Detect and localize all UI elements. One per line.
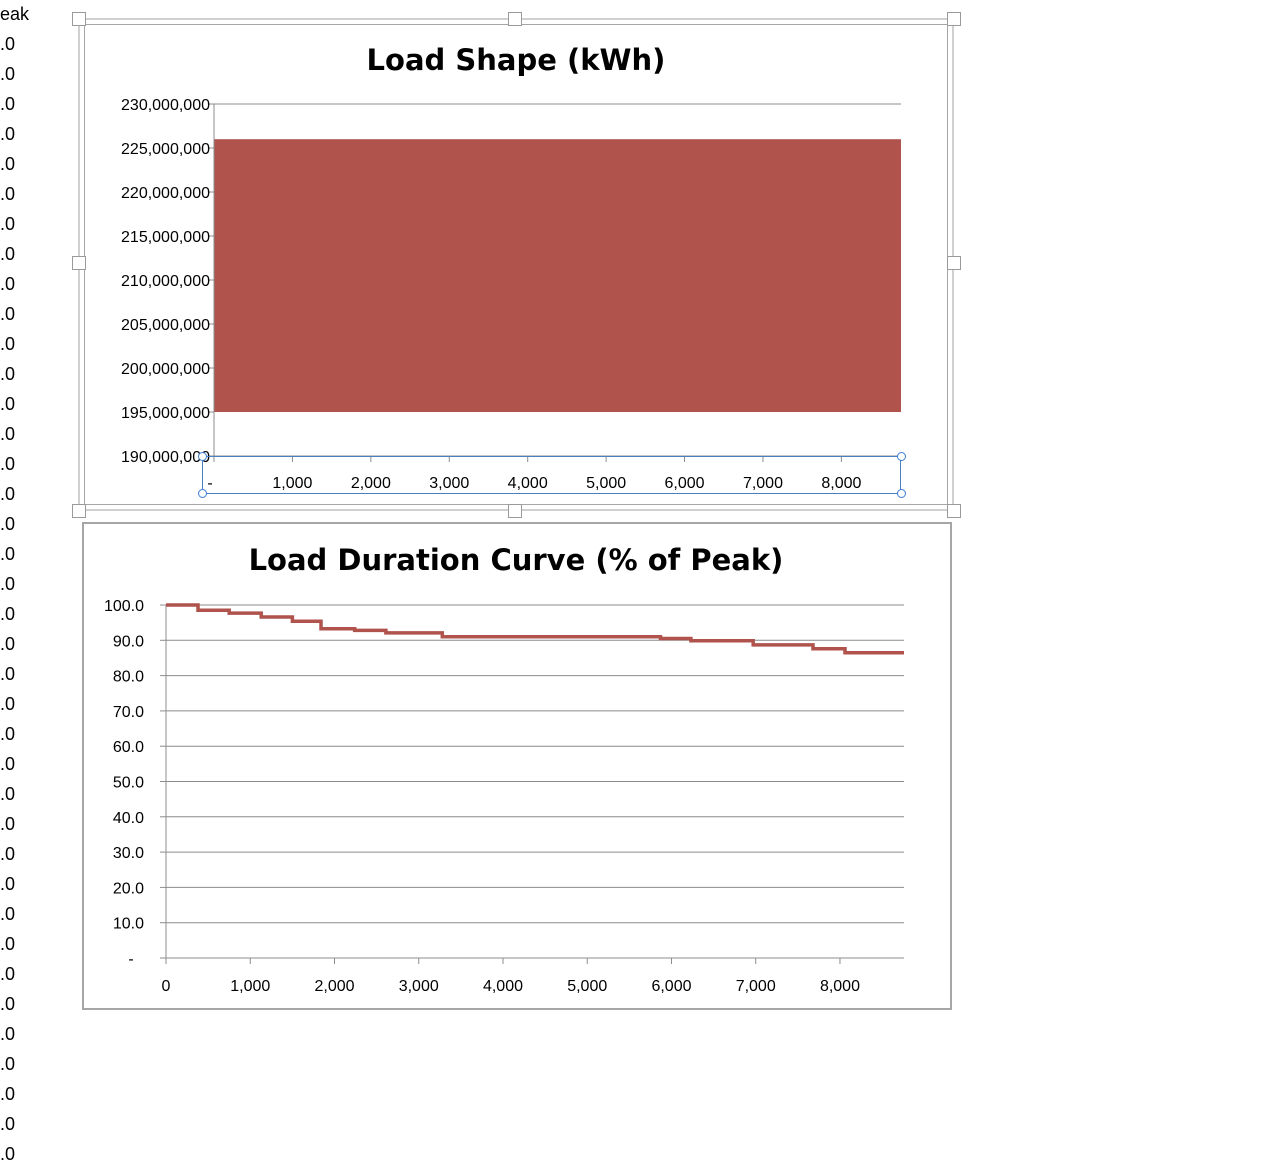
sheet-cell[interactable]: .0	[0, 1114, 16, 1134]
sheet-cell[interactable]: .0	[0, 1144, 16, 1164]
y-tick-label: 215,000,000	[121, 229, 210, 246]
chart-title: Load Duration Curve (% of Peak)	[249, 543, 784, 577]
sheet-cell[interactable]: .0	[0, 154, 16, 174]
resize-handle-top[interactable]	[508, 12, 522, 26]
sheet-cell[interactable]: .0	[0, 754, 16, 774]
x-tick-label: 8,000	[821, 475, 861, 492]
sheet-cell[interactable]: .0	[0, 94, 16, 114]
x-tick-label: 6,000	[665, 475, 705, 492]
load-series-area[interactable]	[214, 139, 901, 412]
sheet-cell[interactable]: .0	[0, 1024, 16, 1044]
sheet-cell[interactable]: .0	[0, 694, 16, 714]
sheet-cell[interactable]: .0	[0, 814, 16, 834]
sheet-cell[interactable]: .0	[0, 484, 16, 504]
sheet-cell[interactable]: .0	[0, 634, 16, 654]
sheet-cell[interactable]: .0	[0, 424, 16, 444]
y-tick-label: -	[128, 951, 133, 968]
sheet-cell[interactable]: .0	[0, 934, 16, 954]
y-tick-label: 20.0	[113, 880, 144, 897]
resize-handle-right[interactable]	[947, 256, 961, 270]
sheet-cell[interactable]: .0	[0, 364, 16, 384]
y-tick-label: 40.0	[113, 810, 144, 827]
sheet-cell[interactable]: .0	[0, 184, 16, 204]
load-shape-plot[interactable]: Load Shape (kWh) 190,000,000 195,000,000 2…	[121, 43, 901, 492]
resize-handle-bottom-left[interactable]	[72, 504, 86, 518]
y-tick-label: 70.0	[113, 704, 144, 721]
load-duration-chart[interactable]	[82, 522, 952, 1010]
x-tick-label: 5,000	[567, 978, 607, 995]
spreadsheet-column: eak .0 .0 .0 .0 .0 .0 .0 .0 .0 .0 .0 .0 .0 .0 .0 .0 .0 .0…	[0, 0, 40, 1164]
sheet-cell[interactable]: .0	[0, 1054, 16, 1074]
sheet-cell[interactable]: .0	[0, 544, 16, 564]
x-tick-label: 2,000	[351, 475, 391, 492]
x-axis-selection-box[interactable]	[202, 456, 901, 494]
sheet-cell[interactable]: .0	[0, 334, 16, 354]
y-tick-label: 60.0	[113, 739, 144, 756]
sheet-cell[interactable]: .0	[0, 244, 16, 264]
resize-handle-bottom[interactable]	[508, 504, 522, 518]
load-duration-plot[interactable]: Load Duration Curve (% of Peak) - 10.0 20.…	[104, 543, 904, 995]
y-tick-label: 220,000,000	[121, 185, 210, 202]
sheet-cell[interactable]: .0	[0, 904, 16, 924]
x-tick-label: 2,000	[314, 978, 354, 995]
y-tick-label: 210,000,000	[121, 273, 210, 290]
x-tick-label: 4,000	[483, 978, 523, 995]
sheet-cell[interactable]: .0	[0, 214, 16, 234]
x-tick-label: 3,000	[399, 978, 439, 995]
sheet-cell[interactable]: .0	[0, 124, 16, 144]
chart-title: Load Shape (kWh)	[367, 43, 666, 77]
x-tick-label: 1,000	[272, 475, 312, 492]
sheet-cell[interactable]: .0	[0, 274, 16, 294]
sheet-cell[interactable]: .0	[0, 34, 16, 54]
resize-handle-top-left[interactable]	[72, 12, 86, 26]
axis-handle-bottom-right[interactable]	[897, 489, 906, 498]
y-tick-label: 190,000,000	[121, 449, 210, 466]
x-tick-label: 6,000	[651, 978, 691, 995]
sheet-cell[interactable]: .0	[0, 454, 16, 474]
y-tick-label: 100.0	[104, 598, 144, 615]
x-tick-label: 0	[162, 978, 171, 995]
x-tick-label: 5,000	[586, 475, 626, 492]
axis-handle-top-left[interactable]	[198, 452, 207, 461]
x-tick-label: 3,000	[429, 475, 469, 492]
duration-series-line[interactable]	[166, 603, 904, 655]
y-tick-label: 230,000,000	[121, 97, 210, 114]
y-tick-label: 80.0	[113, 669, 144, 686]
y-tick-label: 195,000,000	[121, 405, 210, 422]
column-header-cell[interactable]: eak	[0, 4, 30, 24]
y-tick-label: 50.0	[113, 775, 144, 792]
x-tick-label: 4,000	[508, 475, 548, 492]
resize-handle-top-right[interactable]	[947, 12, 961, 26]
axis-handle-bottom-left[interactable]	[198, 489, 207, 498]
sheet-cell[interactable]: .0	[0, 874, 16, 894]
sheet-cell[interactable]: .0	[0, 784, 16, 804]
y-tick-label: 10.0	[113, 916, 144, 933]
resize-handle-left[interactable]	[72, 256, 86, 270]
x-tick-label: -	[207, 475, 212, 492]
sheet-cell[interactable]: .0	[0, 724, 16, 744]
y-tick-label: 200,000,000	[121, 361, 210, 378]
sheet-cell[interactable]: .0	[0, 64, 16, 84]
sheet-cell[interactable]: .0	[0, 994, 16, 1014]
y-tick-label: 30.0	[113, 845, 144, 862]
y-tick-label: 205,000,000	[121, 317, 210, 334]
sheet-cell[interactable]: .0	[0, 304, 16, 324]
y-tick-label: 90.0	[113, 633, 144, 650]
x-tick-label: 7,000	[736, 978, 776, 995]
resize-handle-bottom-right[interactable]	[947, 504, 961, 518]
sheet-cell[interactable]: .0	[0, 1084, 16, 1104]
sheet-cell[interactable]: .0	[0, 394, 16, 414]
y-tick-label: 225,000,000	[121, 141, 210, 158]
sheet-cell[interactable]: .0	[0, 664, 16, 684]
sheet-cell[interactable]: .0	[0, 514, 16, 534]
x-tick-label: 7,000	[743, 475, 783, 492]
sheet-cell[interactable]: .0	[0, 604, 16, 624]
axis-handle-top-right[interactable]	[897, 452, 906, 461]
sheet-cell[interactable]: .0	[0, 844, 16, 864]
x-tick-label: 1,000	[230, 978, 270, 995]
x-tick-label: 8,000	[820, 978, 860, 995]
sheet-cell[interactable]: .0	[0, 964, 16, 984]
sheet-cell[interactable]: .0	[0, 574, 16, 594]
